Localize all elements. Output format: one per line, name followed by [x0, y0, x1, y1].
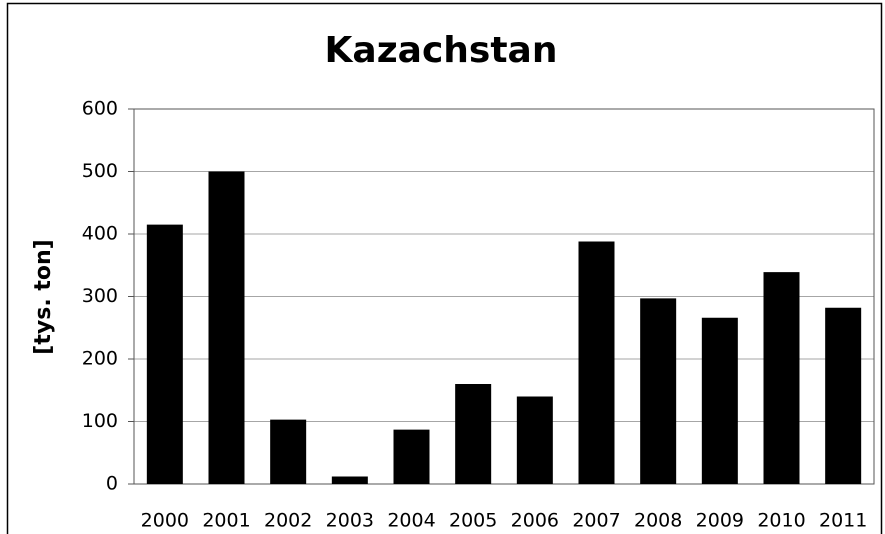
x-tick-label: 2008 [634, 510, 682, 532]
x-tick-label: 2002 [264, 510, 312, 532]
x-tick-label: 2003 [326, 510, 374, 532]
y-axis-label: [tys. ton] [31, 239, 56, 354]
plot-border [133, 108, 875, 485]
y-tick-label: 100 [82, 410, 118, 432]
x-tick-label: 2005 [449, 510, 497, 532]
x-tick-label: 2009 [696, 510, 744, 532]
x-tick-label: 2004 [387, 510, 435, 532]
y-tick-label: 400 [82, 223, 118, 245]
bar [455, 384, 492, 484]
x-tick-label: 2006 [511, 510, 559, 532]
y-tick-label: 0 [106, 473, 118, 495]
chart-title: Kazachstan [325, 30, 558, 71]
y-tick-label: 300 [82, 285, 118, 307]
bar [331, 476, 368, 484]
x-tick-label: 2000 [141, 510, 189, 532]
chart-frame [6, 2, 883, 534]
bar [825, 307, 862, 484]
bar [578, 241, 615, 484]
bar [208, 171, 245, 484]
x-tick-label: 2010 [757, 510, 805, 532]
bar [393, 429, 430, 484]
bar [270, 419, 307, 484]
bar [146, 224, 183, 484]
x-tick-label: 2001 [202, 510, 250, 532]
y-tick-label: 600 [82, 98, 118, 120]
bar [701, 317, 738, 484]
bar [516, 396, 553, 484]
x-tick-label: 2011 [819, 510, 867, 532]
bar [763, 272, 800, 484]
bar [640, 298, 677, 484]
x-tick-label: 2007 [572, 510, 620, 532]
y-tick-label: 500 [82, 160, 118, 182]
y-tick-label: 200 [82, 348, 118, 370]
